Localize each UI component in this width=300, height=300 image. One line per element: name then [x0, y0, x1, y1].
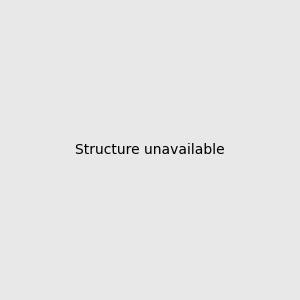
- Text: Structure unavailable: Structure unavailable: [75, 143, 225, 157]
